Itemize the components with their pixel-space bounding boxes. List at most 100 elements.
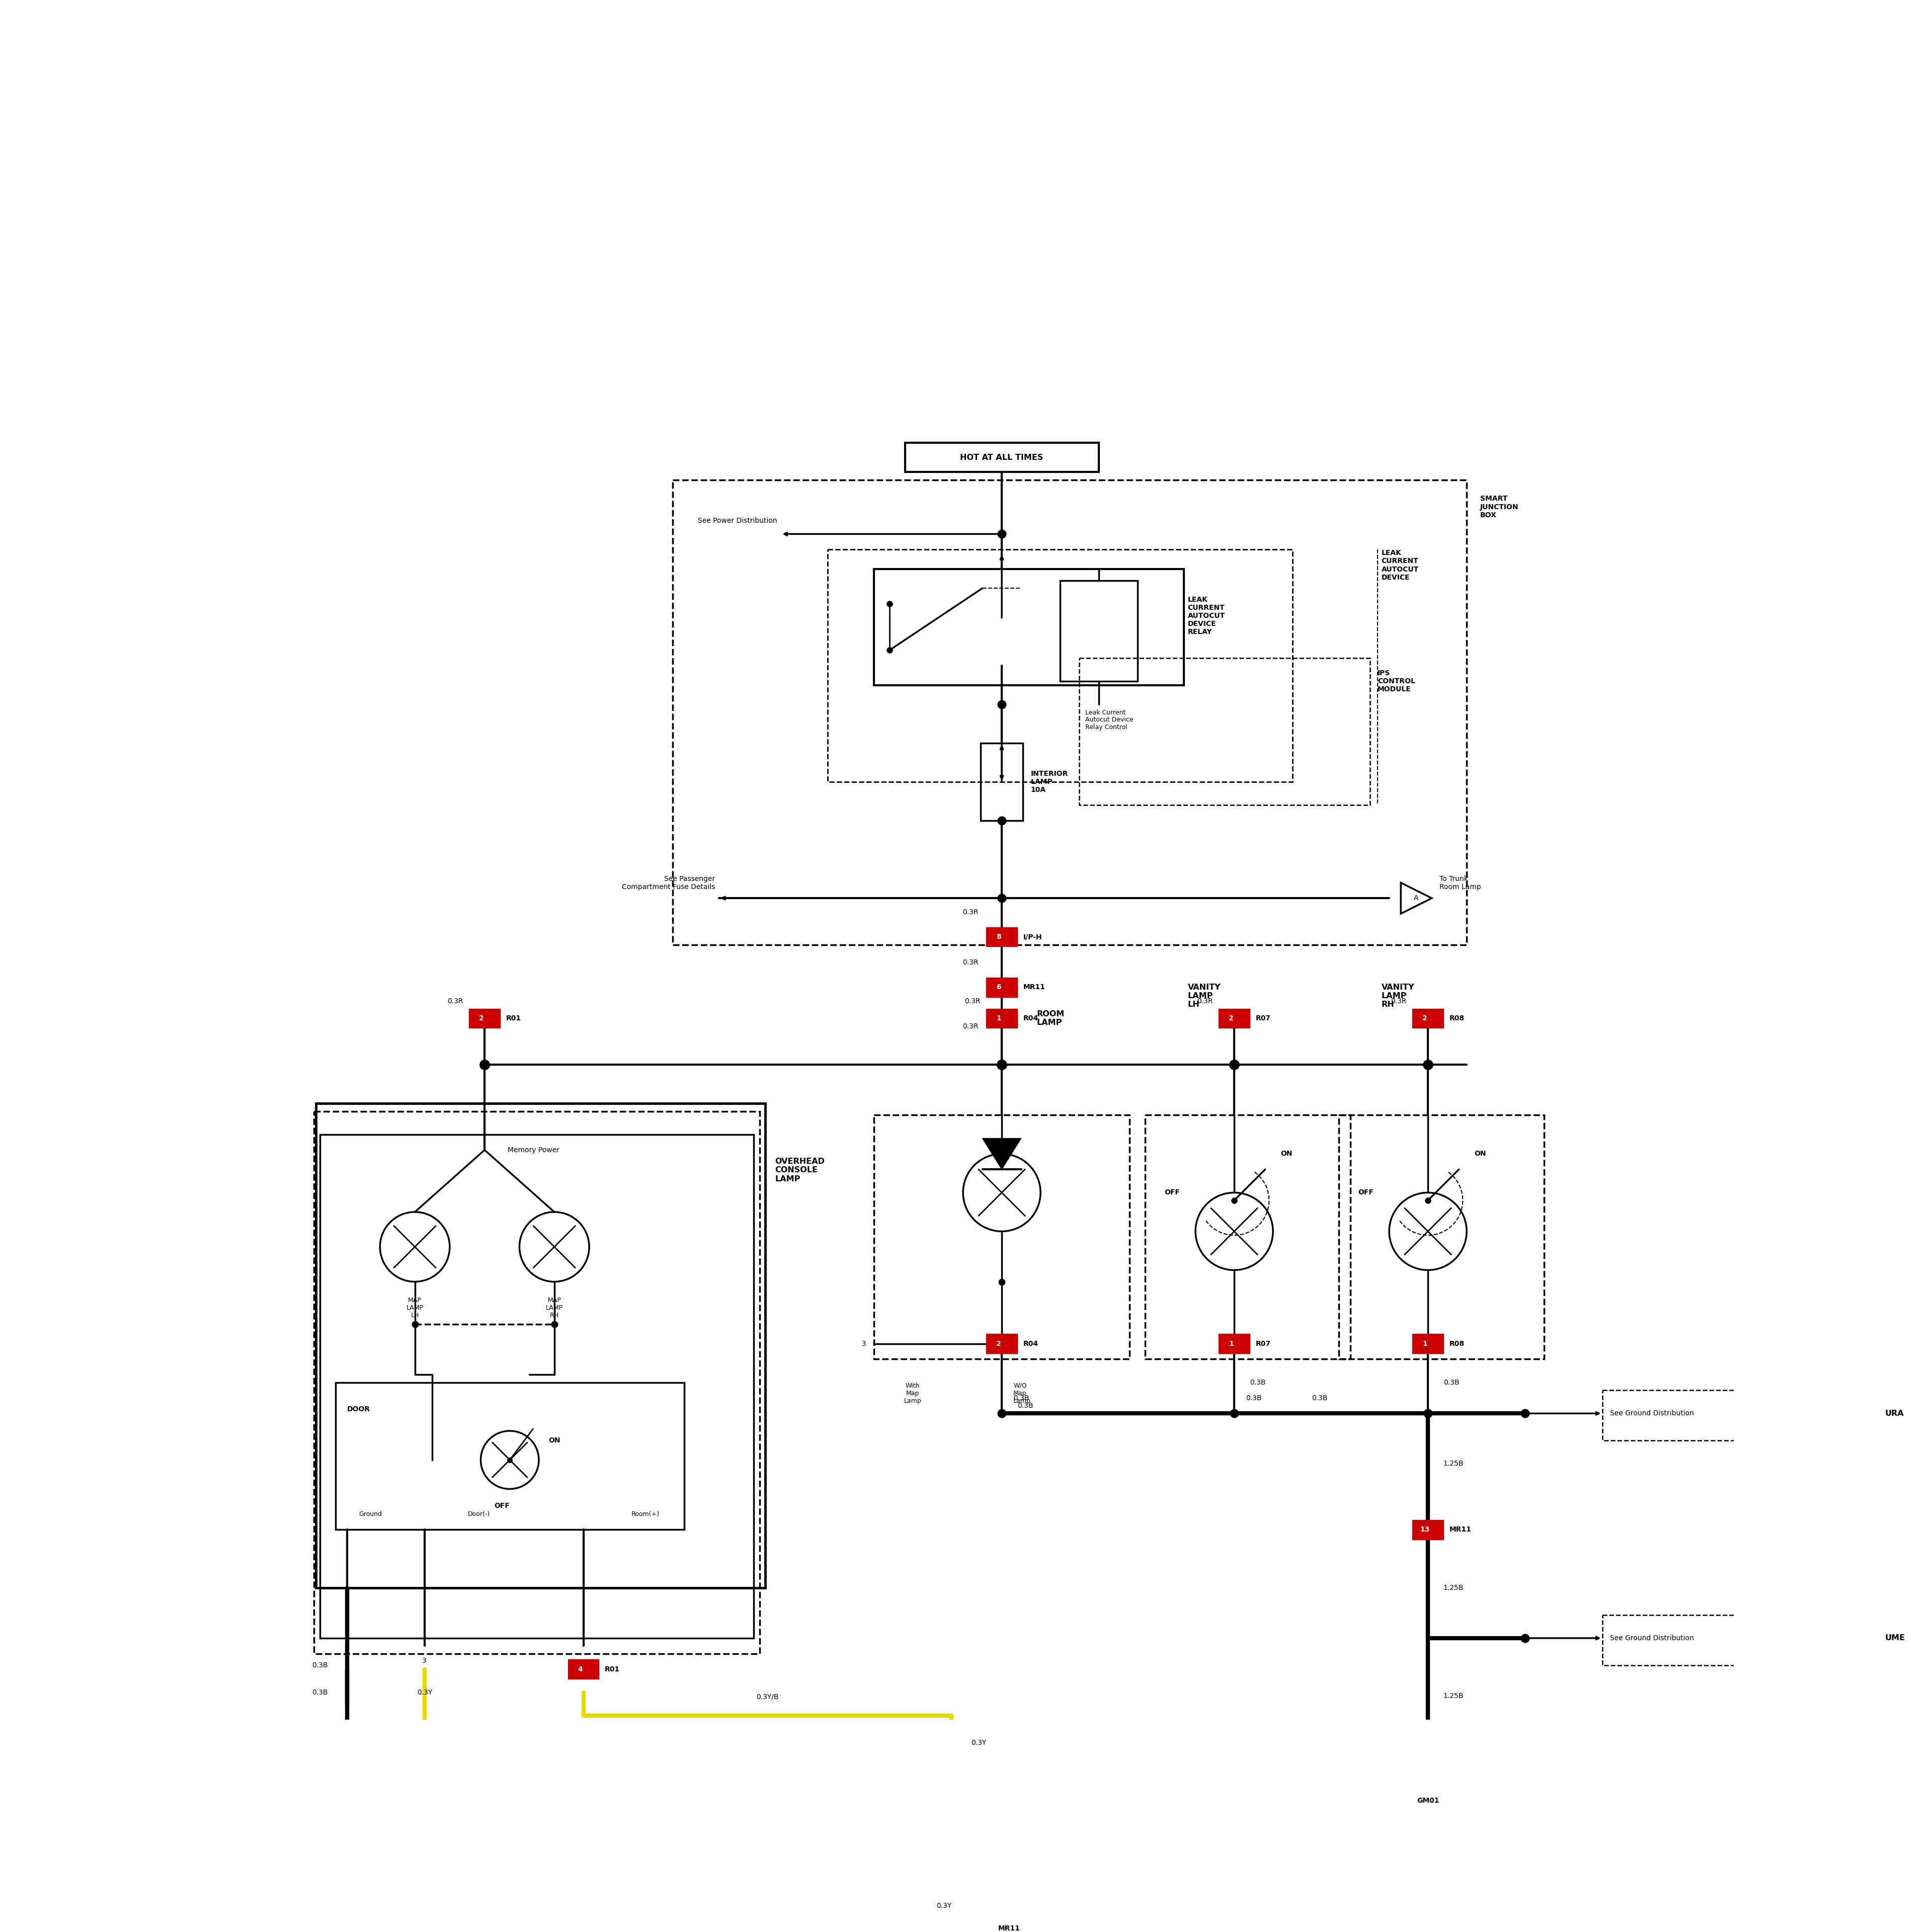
Bar <box>1061 580 1138 682</box>
Bar <box>1219 1009 1250 1028</box>
Text: 2: 2 <box>997 1341 1001 1347</box>
Text: 0.3B: 0.3B <box>1246 1395 1262 1403</box>
Bar <box>469 1009 500 1028</box>
Text: 2: 2 <box>1422 1014 1428 1022</box>
Bar <box>873 568 1184 686</box>
Text: 0.3B: 0.3B <box>1018 1403 1034 1408</box>
Bar <box>315 1111 759 1654</box>
Bar <box>336 1383 684 1530</box>
Bar <box>1412 1333 1443 1354</box>
Bar <box>321 1134 753 1638</box>
Text: Leak Current
Autocut Device
Relay Control: Leak Current Autocut Device Relay Contro… <box>1086 709 1134 730</box>
Text: 0.3B: 0.3B <box>1443 1379 1459 1385</box>
Text: 1: 1 <box>1422 1341 1428 1347</box>
Text: VANITY
LAMP
RH: VANITY LAMP RH <box>1381 983 1414 1009</box>
Text: 6: 6 <box>997 983 1001 991</box>
Text: INTERIOR
LAMP
10A: INTERIOR LAMP 10A <box>1032 771 1068 794</box>
Text: 13: 13 <box>1420 1526 1430 1534</box>
Text: Door(-): Door(-) <box>468 1511 491 1517</box>
Text: R07: R07 <box>1256 1341 1271 1347</box>
Text: 0.3R: 0.3R <box>964 997 980 1005</box>
Text: 1: 1 <box>1229 1341 1233 1347</box>
Text: 8: 8 <box>997 933 1001 941</box>
Text: 1: 1 <box>344 1658 350 1665</box>
Bar <box>1412 1009 1443 1028</box>
Text: R07: R07 <box>1256 1014 1271 1022</box>
Text: See Ground Distribution: See Ground Distribution <box>1609 1634 1694 1642</box>
Text: Memory Power: Memory Power <box>508 1146 560 1153</box>
Bar <box>873 1115 1130 1360</box>
Polygon shape <box>981 1138 1022 1169</box>
Text: See Ground Distribution: See Ground Distribution <box>1609 1410 1694 1416</box>
Text: 0.3R: 0.3R <box>962 1022 978 1030</box>
Text: R08: R08 <box>1449 1341 1464 1347</box>
Text: OFF: OFF <box>495 1503 510 1509</box>
Text: R01: R01 <box>605 1665 620 1673</box>
Bar <box>672 479 1466 945</box>
Bar <box>985 927 1018 947</box>
Text: 0.3R: 0.3R <box>1198 997 1213 1005</box>
Bar <box>960 1918 993 1932</box>
Text: R01: R01 <box>506 1014 522 1022</box>
Text: LEAK
CURRENT
AUTOCUT
DEVICE: LEAK CURRENT AUTOCUT DEVICE <box>1381 549 1418 582</box>
Text: 2: 2 <box>479 1014 483 1022</box>
Text: 2: 2 <box>1229 1014 1233 1022</box>
Text: 0.3B: 0.3B <box>311 1689 328 1696</box>
Text: Ground: Ground <box>359 1511 383 1517</box>
Bar <box>1339 1115 1544 1360</box>
Bar <box>1146 1115 1350 1360</box>
Text: I/P-H: I/P-H <box>1024 933 1041 941</box>
Bar <box>1412 1520 1443 1540</box>
Text: MAP
LAMP
RH: MAP LAMP RH <box>545 1296 562 1320</box>
Text: 0.3B: 0.3B <box>311 1662 328 1669</box>
Text: 0.3B: 0.3B <box>1250 1379 1265 1385</box>
Bar <box>1219 1333 1250 1354</box>
Text: MR11: MR11 <box>1024 983 1045 991</box>
Text: 4: 4 <box>578 1665 583 1673</box>
Text: URA: URA <box>1886 1410 1905 1418</box>
Bar <box>985 1333 1018 1354</box>
Bar <box>985 1009 1018 1028</box>
Text: ON: ON <box>1474 1150 1486 1157</box>
Text: MR11: MR11 <box>999 1924 1020 1932</box>
Text: 0.3R: 0.3R <box>448 997 464 1005</box>
Bar <box>317 1103 765 1588</box>
Text: 0.3Y: 0.3Y <box>972 1739 985 1747</box>
Text: R04: R04 <box>1024 1014 1037 1022</box>
Text: R08: R08 <box>1449 1014 1464 1022</box>
Bar <box>568 1660 599 1679</box>
Bar <box>985 978 1018 997</box>
Text: GM01: GM01 <box>1416 1797 1439 1804</box>
Text: ON: ON <box>1281 1150 1293 1157</box>
Text: R04: R04 <box>1024 1341 1037 1347</box>
Text: OVERHEAD
CONSOLE
LAMP: OVERHEAD CONSOLE LAMP <box>775 1157 825 1182</box>
Text: See Passenger
Compartment Fuse Details: See Passenger Compartment Fuse Details <box>622 875 715 891</box>
Bar <box>904 442 1099 471</box>
Text: W/O
Map
Lamp: W/O Map Lamp <box>1014 1383 1032 1405</box>
Text: 0.3Y: 0.3Y <box>937 1903 951 1909</box>
Text: 1.25B: 1.25B <box>1443 1692 1464 1700</box>
Text: IPS
CONTROL
MODULE: IPS CONTROL MODULE <box>1378 670 1416 694</box>
Text: 0.3Y: 0.3Y <box>417 1689 433 1696</box>
Text: 1.25B: 1.25B <box>1443 1584 1464 1592</box>
Text: MAP
LAMP
LH: MAP LAMP LH <box>406 1296 423 1320</box>
Text: VANITY
LAMP
LH: VANITY LAMP LH <box>1188 983 1221 1009</box>
Text: 0.3B: 0.3B <box>1014 1395 1030 1403</box>
Text: MR11: MR11 <box>1449 1526 1472 1534</box>
Bar <box>827 549 1293 782</box>
Text: SMART
JUNCTION
BOX: SMART JUNCTION BOX <box>1480 495 1519 518</box>
Text: OFF: OFF <box>1358 1188 1374 1196</box>
Text: 0.3R: 0.3R <box>1391 997 1406 1005</box>
Text: 3: 3 <box>862 1341 866 1347</box>
Bar <box>980 744 1024 821</box>
Bar <box>1602 1391 1874 1441</box>
Text: 5: 5 <box>972 1924 976 1932</box>
Text: To Trunk
Room Lamp: To Trunk Room Lamp <box>1439 875 1482 891</box>
Text: 0.3Y/B: 0.3Y/B <box>755 1692 779 1700</box>
Text: 0.3R: 0.3R <box>962 958 978 966</box>
Text: UME: UME <box>1886 1634 1905 1642</box>
Text: See Power Distribution: See Power Distribution <box>697 518 777 524</box>
Text: 1.25B: 1.25B <box>1443 1461 1464 1466</box>
Bar <box>1602 1615 1874 1665</box>
Text: DOOR: DOOR <box>348 1406 371 1412</box>
